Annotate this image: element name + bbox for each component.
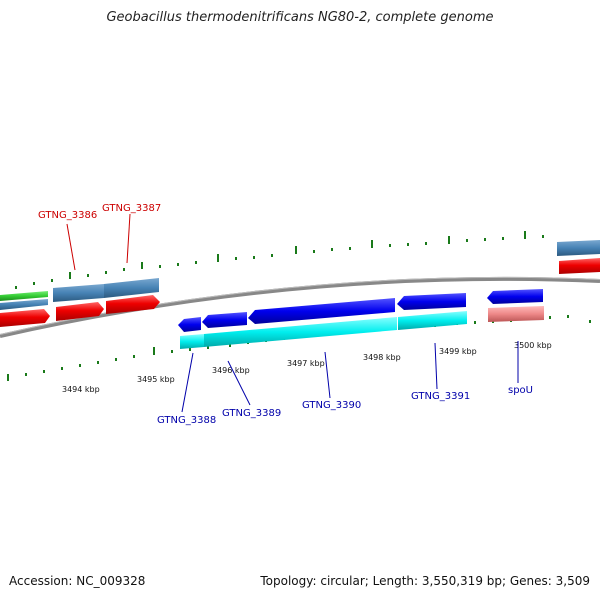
genome-backbone: [0, 276, 600, 338]
gene-label-spou: spoU: [508, 385, 533, 396]
forward-cds-track-left: [0, 278, 159, 310]
cds-red-3386: [56, 302, 104, 321]
cds-steelblue-3387: [104, 278, 159, 298]
kbp-label-3498: 3498 kbp: [363, 353, 401, 362]
gene-labels: GTNG_3386 GTNG_3387 GTNG_3388 GTNG_3389 …: [38, 203, 533, 426]
genome-summary-text: Topology: circular; Length: 3,550,319 bp…: [260, 574, 590, 588]
kbp-label-3496: 3496 kbp: [212, 366, 250, 375]
kbp-labels: 3494 kbp 3495 kbp 3496 kbp 3497 kbp 3498…: [62, 341, 552, 394]
kbp-label-3500: 3500 kbp: [514, 341, 552, 350]
gene-label-gtng-3386: GTNG_3386: [38, 210, 97, 221]
kbp-label-3499: 3499 kbp: [439, 347, 477, 356]
gene-label-gtng-3387: GTNG_3387: [102, 203, 161, 214]
cds-track-right: [557, 240, 600, 274]
label-leaders: [66, 213, 519, 413]
kbp-label-3497: 3497 kbp: [287, 359, 325, 368]
map-title: Geobacillus thermodenitrificans NG80-2, …: [106, 10, 494, 25]
kbp-label-3495: 3495 kbp: [137, 375, 175, 384]
cyan-cds-track: [180, 306, 544, 349]
cds-steelblue-right: [557, 240, 600, 256]
cds-blue-3389: [202, 312, 247, 328]
cds-steelblue-left: [0, 299, 48, 310]
top-scale-ticks: [15, 231, 544, 289]
bottom-scale-ticks: [7, 312, 591, 381]
cds-blue-3391: [397, 293, 466, 310]
cds-blue-spou: [487, 289, 543, 304]
kbp-label-3494: 3494 kbp: [62, 385, 100, 394]
cds-green: [0, 291, 48, 301]
cds-red-left: [0, 309, 50, 327]
cds-cyan-b: [204, 317, 397, 347]
cds-cyan-a: [180, 334, 204, 349]
cds-cyan-c: [398, 311, 467, 330]
gene-label-gtng-3388: GTNG_3388: [157, 415, 216, 426]
blue-cds-track: [178, 289, 543, 332]
cds-steelblue-3386: [53, 284, 104, 302]
gene-label-gtng-3389: GTNG_3389: [222, 408, 281, 419]
accession-text: Accession: NC_009328: [9, 574, 146, 588]
gene-label-gtng-3390: GTNG_3390: [302, 400, 361, 411]
gene-label-gtng-3391: GTNG_3391: [411, 391, 470, 402]
cds-pink: [488, 306, 544, 322]
cds-blue-3390: [248, 298, 395, 324]
cds-blue-3388: [178, 317, 201, 332]
red-cds-track-left: [0, 295, 160, 327]
cds-red-right: [559, 258, 600, 274]
cds-red-3387: [106, 295, 160, 314]
